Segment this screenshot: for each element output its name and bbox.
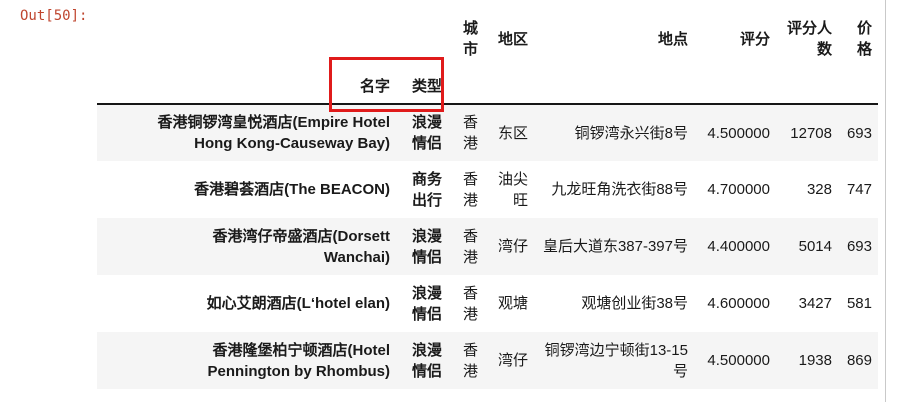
empty-header-cell — [776, 70, 838, 104]
table-row: 香港隆堡柏宁顿酒店(Hotel Pennington by Rhombus) 浪… — [97, 332, 878, 389]
hotel-name-cell: 香港湾仔帝盛酒店(Dorsett Wanchai) — [212, 227, 390, 266]
hotel-type-cell: 浪漫情侣 — [411, 341, 442, 380]
empty-header-cell — [97, 8, 396, 70]
column-header-city: 城市 — [462, 20, 478, 58]
empty-header-cell — [396, 8, 448, 70]
empty-header-cell — [534, 70, 694, 104]
location-cell: 铜锣湾边宁顿街13-15号 — [544, 341, 688, 380]
empty-header-cell — [448, 70, 484, 104]
district-cell: 湾仔 — [497, 238, 528, 255]
num-ratings-cell: 5014 — [798, 238, 832, 255]
num-ratings-cell: 3427 — [798, 295, 832, 312]
empty-header-cell — [484, 70, 534, 104]
output-prompt: Out[50]: — [20, 8, 88, 24]
index-header-name: 名字 — [359, 78, 390, 95]
city-cell: 香港 — [462, 114, 478, 152]
price-cell: 747 — [846, 181, 872, 198]
table-header: 城市 地区 地点 评分 评分人数 价格 名字 类型 — [97, 8, 878, 104]
district-cell: 油尖旺 — [497, 170, 528, 209]
location-cell: 皇后大道东387-397号 — [542, 238, 688, 255]
empty-header-cell — [694, 70, 776, 104]
empty-header-cell — [838, 70, 878, 104]
table-body: 香港铜锣湾皇悦酒店(Empire Hotel Hong Kong-Causewa… — [97, 104, 878, 389]
hotels-dataframe-table: 城市 地区 地点 评分 评分人数 价格 名字 类型 香港铜锣湾皇悦酒店(Empi… — [97, 8, 878, 389]
city-cell: 香港 — [462, 284, 478, 323]
hotel-name-cell: 如心艾朗酒店(L‘hotel elan) — [206, 295, 390, 312]
district-cell: 湾仔 — [497, 352, 528, 369]
location-cell: 九龙旺角洗衣街88号 — [551, 181, 688, 198]
table-row: 香港湾仔帝盛酒店(Dorsett Wanchai) 浪漫情侣 香港 湾仔 皇后大… — [97, 218, 878, 275]
city-cell: 香港 — [462, 170, 478, 209]
hotel-type-cell: 浪漫情侣 — [411, 114, 442, 152]
rating-cell: 4.500000 — [707, 352, 770, 369]
column-header-location: 地点 — [657, 30, 688, 48]
num-ratings-cell: 1938 — [798, 352, 832, 369]
city-cell: 香港 — [462, 341, 478, 380]
price-cell: 693 — [846, 238, 872, 255]
column-header-row: 城市 地区 地点 评分 评分人数 价格 — [97, 8, 878, 70]
city-cell: 香港 — [462, 227, 478, 266]
column-header-rating: 评分 — [739, 30, 770, 48]
table-row: 香港铜锣湾皇悦酒店(Empire Hotel Hong Kong-Causewa… — [97, 104, 878, 161]
district-cell: 观塘 — [497, 295, 528, 312]
price-cell: 869 — [846, 352, 872, 369]
index-header-type: 类型 — [411, 78, 442, 95]
location-cell: 铜锣湾永兴街8号 — [574, 124, 688, 142]
num-ratings-cell: 12708 — [790, 124, 832, 142]
table-row: 如心艾朗酒店(L‘hotel elan) 浪漫情侣 香港 观塘 观塘创业街38号… — [97, 275, 878, 332]
price-cell: 693 — [846, 124, 872, 142]
table-row: 香港碧荟酒店(The BEACON) 商务出行 香港 油尖旺 九龙旺角洗衣街88… — [97, 161, 878, 218]
index-header-row: 名字 类型 — [97, 70, 878, 104]
column-header-num-ratings: 评分人数 — [786, 20, 832, 58]
rating-cell: 4.700000 — [707, 181, 770, 198]
hotel-name-cell: 香港隆堡柏宁顿酒店(Hotel Pennington by Rhombus) — [207, 341, 390, 380]
rating-cell: 4.500000 — [707, 124, 770, 142]
location-cell: 观塘创业街38号 — [581, 295, 688, 312]
column-header-price: 价格 — [856, 20, 872, 58]
hotel-name-cell: 香港铜锣湾皇悦酒店(Empire Hotel Hong Kong-Causewa… — [157, 114, 390, 152]
column-header-district: 地区 — [497, 30, 528, 48]
hotel-type-cell: 浪漫情侣 — [411, 284, 442, 323]
hotel-name-cell: 香港碧荟酒店(The BEACON) — [194, 181, 390, 198]
price-cell: 581 — [846, 295, 872, 312]
district-cell: 东区 — [497, 124, 528, 142]
hotel-type-cell: 浪漫情侣 — [411, 227, 442, 266]
hotel-type-cell: 商务出行 — [411, 170, 442, 209]
output-cell-right-border — [885, 0, 886, 402]
num-ratings-cell: 328 — [806, 181, 832, 198]
dataframe-output-area[interactable]: 城市 地区 地点 评分 评分人数 价格 名字 类型 香港铜锣湾皇悦酒店(Empi… — [97, 8, 878, 389]
rating-cell: 4.600000 — [707, 295, 770, 312]
rating-cell: 4.400000 — [707, 238, 770, 255]
